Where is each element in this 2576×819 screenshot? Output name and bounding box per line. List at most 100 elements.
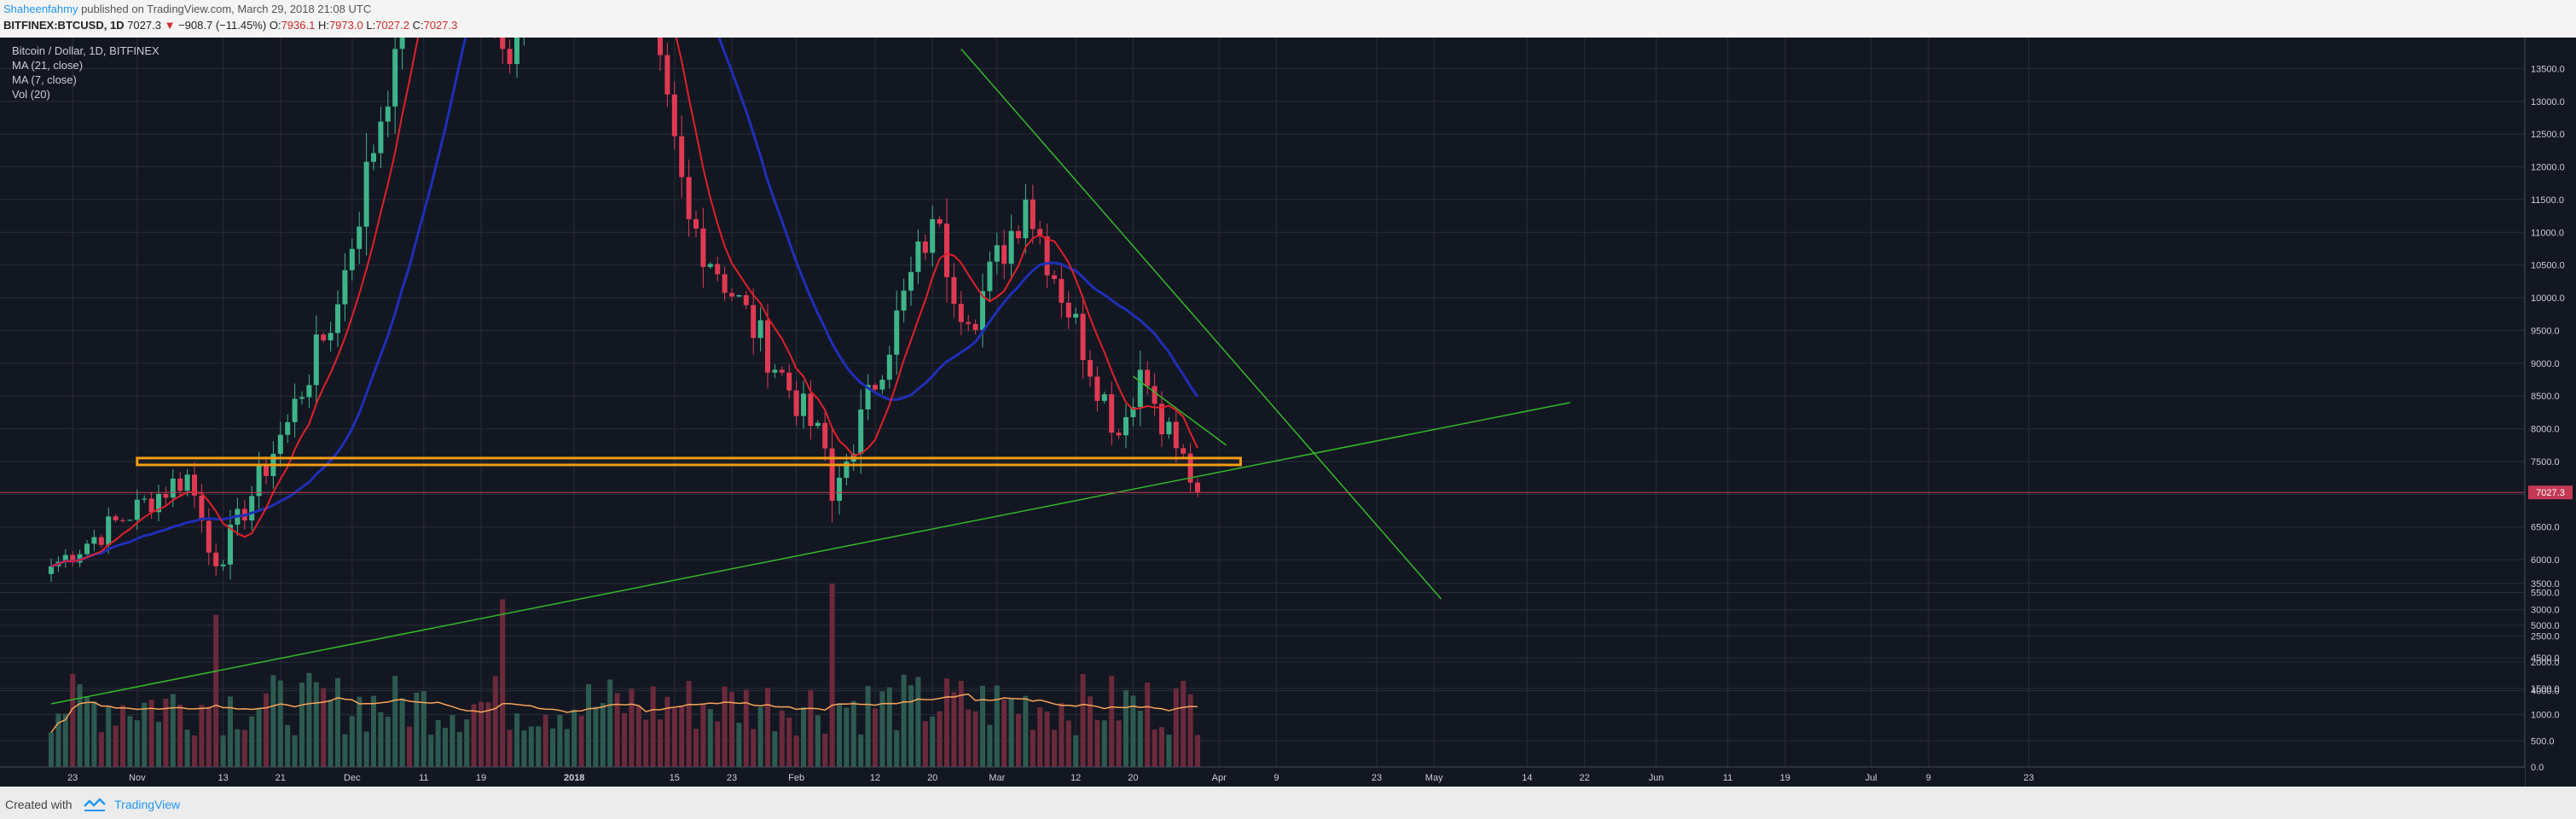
volume-bar	[1094, 719, 1100, 767]
volume-bar	[937, 711, 943, 767]
candle-body	[77, 554, 83, 563]
volume-bar	[363, 731, 369, 767]
candle-body	[285, 421, 291, 435]
candle-body	[793, 390, 799, 416]
time-tick-label: 21	[276, 773, 286, 783]
chart-grid	[0, 38, 2525, 768]
volume-bar	[378, 712, 384, 767]
candle-body	[1037, 229, 1043, 237]
candle-body	[1109, 394, 1115, 433]
volume-bar	[808, 689, 814, 767]
volume-bar	[335, 677, 340, 767]
candle-body	[1173, 421, 1179, 449]
candle-body	[987, 261, 993, 292]
volume-bar	[1195, 735, 1200, 767]
candle-body	[142, 498, 148, 500]
trendline[interactable]	[960, 48, 1442, 600]
time-tick-label: 12	[1070, 773, 1081, 783]
price-tick-label: 9000.0	[2531, 359, 2560, 369]
price-tick-label: 1500.0	[2531, 684, 2560, 694]
volume-bar	[994, 685, 1000, 767]
candle-body	[106, 516, 112, 545]
price-axis[interactable]: 13500.0 13000.0 12500.0 12000.0 11500.0 11000…	[2524, 38, 2576, 787]
volume-bar	[163, 698, 169, 767]
volume-bar	[542, 714, 548, 767]
volume-bar	[1116, 720, 1122, 767]
candle-body	[664, 55, 670, 95]
volume-bar	[801, 706, 806, 767]
time-axis[interactable]: 23 Nov 13 21 Dec 11 19 2018 15 23 Feb 12 20 Mar 12 20 Ap…	[0, 766, 2525, 787]
created-with-text: Created with	[5, 798, 73, 811]
candle-body	[886, 354, 892, 380]
price-tick-label: 11000.0	[2531, 228, 2564, 238]
author-link[interactable]: Shaheenfahmy	[3, 3, 78, 15]
trendline[interactable]	[1132, 375, 1227, 446]
volume-bar	[428, 735, 434, 767]
volume-bar	[1088, 696, 1093, 767]
tradingview-logo-icon[interactable]	[84, 797, 107, 812]
candle-body	[385, 106, 391, 122]
candle-body	[951, 276, 957, 305]
candle-body	[873, 385, 878, 390]
price-tick-label: 6000.0	[2531, 555, 2560, 566]
volume-bar	[600, 703, 606, 767]
volume-bar	[664, 696, 670, 767]
candle-body	[901, 290, 907, 311]
time-tick-label: Nov	[129, 773, 146, 783]
candle-body	[944, 224, 949, 277]
volume-bar	[328, 700, 334, 767]
candle-body	[98, 537, 104, 545]
candle-body	[313, 334, 319, 386]
candle-body	[757, 320, 763, 339]
low-label: L:	[366, 19, 376, 32]
candle-body	[915, 241, 921, 272]
volume-bar	[385, 717, 391, 767]
time-tick-label: 20	[1128, 773, 1138, 783]
time-tick-label: Mar	[989, 773, 1005, 783]
candle-body	[1065, 302, 1071, 318]
close-value: 7027.3	[423, 19, 458, 32]
candle-body	[299, 397, 305, 399]
price-tick-label: 1000.0	[2531, 711, 2560, 721]
down-arrow-icon: ▼	[164, 19, 176, 32]
support-band[interactable]	[136, 456, 1242, 467]
time-tick-label: 23	[1372, 773, 1382, 783]
candle-body	[371, 153, 376, 162]
volume-bar	[786, 717, 792, 767]
volume-bar	[1173, 688, 1179, 767]
volume-bar	[643, 719, 649, 767]
volume-bar	[62, 713, 68, 767]
candle-body	[1145, 369, 1151, 386]
volume-bar	[228, 696, 233, 767]
volume-bar	[213, 614, 219, 767]
volume-bar	[607, 679, 613, 767]
price-tick-label: 13500.0	[2531, 64, 2565, 74]
price-chart[interactable]: Bitcoin / Dollar, 1D, BITFINEX MA (21, c…	[0, 38, 2576, 787]
candle-body	[264, 464, 269, 476]
tradingview-link[interactable]: TradingView	[114, 798, 181, 811]
volume-bar	[987, 724, 993, 767]
price-tick-label: 12500.0	[2531, 130, 2565, 140]
candle-body	[922, 241, 928, 253]
candle-body	[1001, 245, 1007, 264]
candle-body	[1023, 199, 1029, 239]
ma7-line	[50, 38, 1198, 567]
trendline[interactable]	[50, 402, 1570, 705]
candle-body	[113, 516, 119, 520]
volume-bar	[736, 723, 742, 767]
volume-bar	[1030, 729, 1036, 767]
volume-bar	[1181, 681, 1186, 767]
price-tick-label: 5500.0	[2531, 588, 2560, 598]
chart-background	[0, 38, 2576, 787]
volume-bar	[779, 710, 785, 767]
open-label: O:	[269, 19, 281, 32]
candle-body	[1166, 421, 1172, 435]
volume-bar	[407, 726, 412, 767]
volume-bar	[966, 709, 972, 767]
volume-bar	[492, 676, 498, 767]
volume-bar	[1123, 689, 1128, 767]
candle-body	[378, 121, 384, 154]
legend-title: Bitcoin / Dollar, 1D, BITFINEX	[12, 44, 160, 57]
volume-bar	[342, 734, 348, 767]
candle-body	[228, 525, 233, 565]
